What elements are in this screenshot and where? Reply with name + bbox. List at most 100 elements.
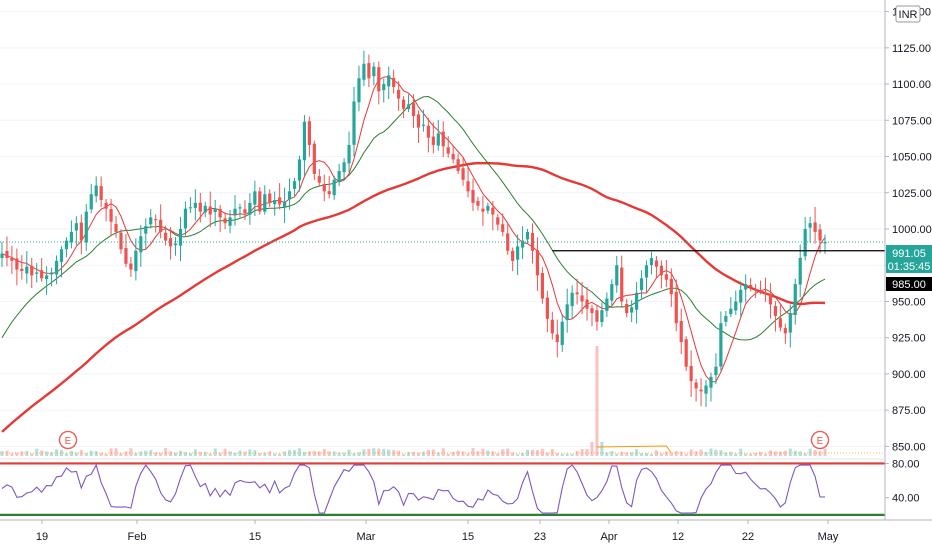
volume-bar	[64, 453, 68, 456]
volume-bar	[595, 346, 599, 456]
candle-body	[362, 63, 366, 80]
rsi-tick-label: 40.00	[892, 493, 920, 505]
candle-body	[565, 304, 569, 320]
candle-body	[654, 260, 659, 267]
candle-body	[109, 208, 113, 222]
volume-bar	[0, 451, 4, 456]
candle-body	[659, 265, 663, 276]
x-tick-label: 22	[742, 531, 754, 543]
candle-body	[535, 250, 540, 276]
ma-200-line	[1, 161, 826, 433]
candle-body	[753, 289, 758, 291]
candle-body	[139, 236, 143, 253]
candle-body	[575, 292, 579, 295]
y-tick-label: 1000.00	[892, 224, 932, 236]
volume-bar	[560, 453, 564, 456]
volume-bar	[55, 449, 59, 456]
candlesticks	[0, 50, 827, 408]
volume-bar	[193, 449, 197, 456]
rsi-line	[1, 463, 826, 514]
candle-body	[530, 232, 535, 251]
volume-bar	[689, 449, 693, 456]
volume-bar	[441, 448, 445, 456]
x-tick-label: 23	[534, 531, 546, 543]
candle-body	[168, 238, 173, 247]
x-tick-label: Mar	[357, 531, 376, 543]
volume-bar	[99, 452, 103, 456]
volume-bar	[114, 448, 118, 456]
candle-body	[243, 209, 247, 214]
volume-bar	[238, 450, 242, 456]
volume-bar	[169, 451, 173, 456]
volume-bar	[297, 448, 301, 456]
volume-bar	[734, 453, 738, 456]
candle-body	[183, 208, 188, 229]
volume-bar	[630, 452, 634, 456]
candle-body	[406, 104, 411, 110]
candle-body	[783, 328, 787, 334]
volume-bar	[545, 452, 549, 456]
candle-body	[64, 240, 69, 250]
volume-bar	[496, 453, 500, 456]
countdown-value: 01:35:45	[888, 261, 931, 273]
candle-body	[798, 257, 802, 285]
volume-bar	[228, 451, 232, 456]
candle-body	[89, 194, 93, 210]
volume-bar	[5, 450, 9, 456]
volume-bar	[540, 448, 544, 456]
volume-bar	[208, 453, 212, 456]
candle-body	[471, 190, 475, 203]
last-price-label: 991.05 01:35:45	[886, 245, 932, 273]
volume-bar	[188, 453, 192, 456]
candle-body	[159, 219, 163, 232]
candle-body	[45, 275, 49, 280]
volume-bar	[278, 453, 282, 456]
volume-bar	[144, 450, 148, 456]
volume-bar	[754, 452, 758, 456]
volume-bar	[421, 451, 425, 456]
volume-bar	[357, 452, 361, 456]
volume-bar	[654, 450, 658, 456]
candle-body	[555, 334, 559, 343]
volume-bar	[516, 453, 520, 456]
volume-bar	[129, 448, 133, 456]
candle-body	[198, 202, 202, 212]
volume-bar	[119, 453, 123, 456]
currency-badge[interactable]: INR	[895, 5, 921, 23]
volume-bar	[704, 451, 708, 456]
candle-body	[154, 219, 158, 221]
candle-body	[392, 77, 396, 87]
x-tick-label: May	[818, 531, 839, 543]
volume-bar	[610, 451, 614, 456]
earnings-marker-2[interactable]: E	[810, 430, 830, 450]
volume-bar	[30, 453, 34, 456]
volume-bar	[699, 449, 703, 456]
volume-bar	[258, 453, 262, 456]
candle-body	[436, 133, 440, 146]
volume-bar	[550, 449, 554, 456]
volume-bar	[714, 449, 718, 456]
candle-body	[387, 75, 391, 87]
candle-body	[714, 366, 718, 376]
volume-bar	[139, 451, 143, 456]
candle-body	[35, 272, 39, 274]
volume-bar	[570, 453, 574, 456]
volume-ma-line	[596, 445, 672, 454]
volume-bar	[45, 451, 49, 456]
y-tick-label: 950.00	[892, 296, 926, 308]
candle-body	[421, 124, 426, 126]
volume-bar	[223, 448, 227, 456]
volume-bar	[352, 453, 356, 456]
candle-body	[352, 101, 356, 145]
candle-body	[476, 200, 480, 206]
volume-bar	[635, 449, 639, 456]
volume-bar	[407, 452, 411, 456]
candle-body	[615, 265, 619, 286]
earnings-marker-1[interactable]: E	[58, 430, 78, 450]
volume-bar	[530, 449, 534, 456]
volume-bar	[342, 452, 346, 456]
candle-body	[74, 223, 78, 231]
volume-bar	[149, 449, 153, 456]
candle-body	[223, 218, 227, 224]
